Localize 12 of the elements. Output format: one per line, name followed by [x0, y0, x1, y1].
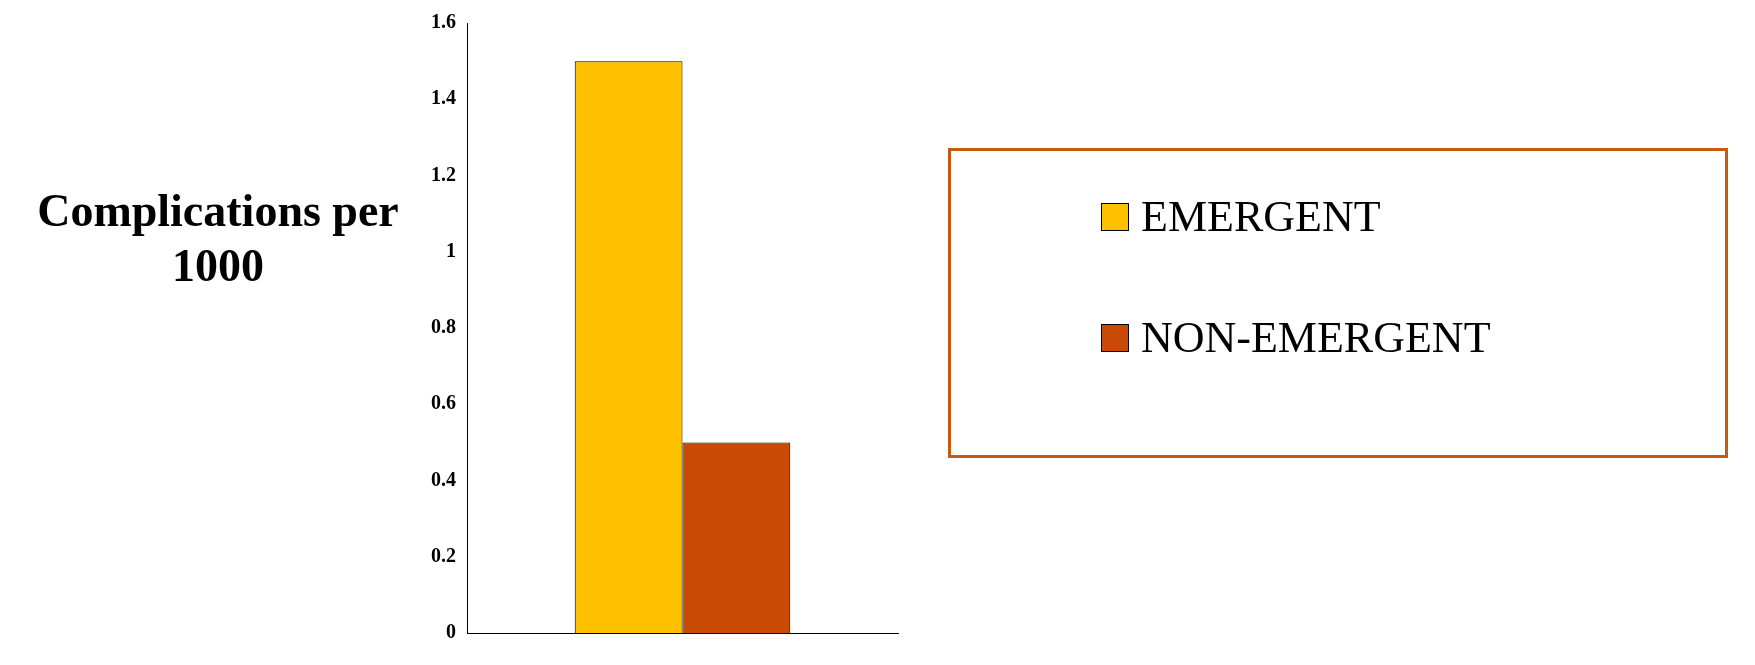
- y-tick-label: 0: [446, 620, 456, 643]
- y-axis-title: Complications per 1000: [37, 185, 399, 292]
- y-tick-label: 0.8: [431, 315, 456, 338]
- legend-label: NON-EMERGENT: [1141, 312, 1491, 363]
- y-tick-label: 1.2: [431, 162, 456, 185]
- y-tick-label: 0.4: [431, 467, 456, 490]
- legend-label: EMERGENT: [1141, 191, 1381, 242]
- y-tick-label: 1.6: [431, 10, 456, 33]
- y-tick-label: 0.6: [431, 391, 456, 414]
- y-tick-label: 0.2: [431, 543, 456, 566]
- y-tick-label: 1: [446, 238, 456, 261]
- y-tick-label: 1.4: [431, 86, 456, 109]
